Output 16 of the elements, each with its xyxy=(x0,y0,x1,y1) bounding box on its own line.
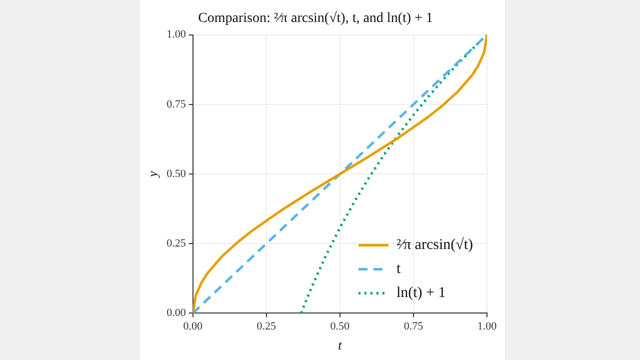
y-tick-label: 0.00 xyxy=(166,307,186,320)
chart-title: Comparison: ²⁄π arcsin(√t), t, and ln(t) + 1 xyxy=(198,10,433,26)
x-axis-title: t xyxy=(338,338,342,353)
y-tick-label: 0.50 xyxy=(166,168,186,180)
y-tick-label: 0.75 xyxy=(166,98,186,110)
x-tick-label: 0.25 xyxy=(256,320,277,333)
x-tick-label: 0.50 xyxy=(330,320,350,333)
legend-label: ²⁄π arcsin(√t) xyxy=(396,237,474,254)
y-tick-label: 0.25 xyxy=(166,237,186,250)
y-tick-label: 1.00 xyxy=(166,28,186,41)
legend-label: ln(t) + 1 xyxy=(396,285,446,302)
x-tick-label: 1.00 xyxy=(477,320,498,333)
legend-label: t xyxy=(396,261,402,278)
x-tick-label: 0.75 xyxy=(404,320,424,333)
x-tick-label: 0.00 xyxy=(183,320,203,333)
y-axis-title: y xyxy=(145,170,160,179)
